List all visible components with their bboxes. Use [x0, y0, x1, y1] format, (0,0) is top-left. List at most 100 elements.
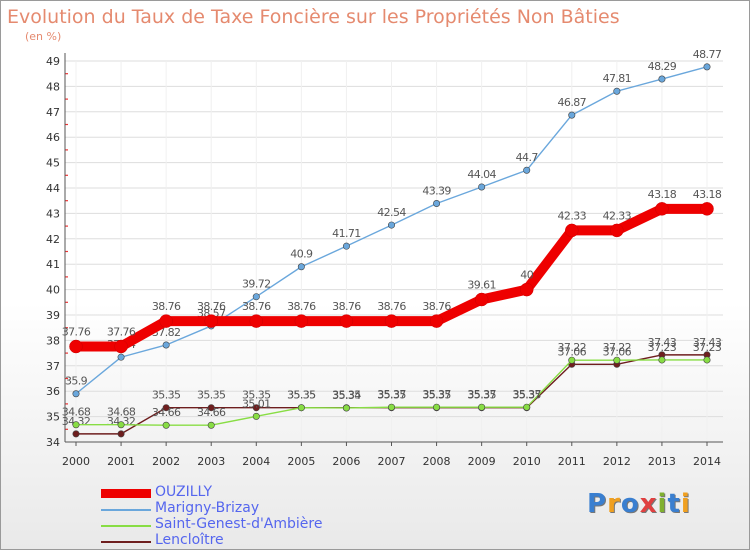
data-label: 35.35: [197, 389, 226, 402]
data-label: 48.77: [693, 48, 722, 61]
x-tick-label: 2012: [603, 455, 631, 468]
data-label: 35.35: [377, 389, 406, 402]
x-tick-label: 2006: [332, 455, 360, 468]
data-label: 37.76: [62, 325, 91, 338]
y-tick-label: 47: [46, 106, 60, 119]
data-point: [117, 421, 125, 429]
x-tick-label: 2008: [423, 455, 451, 468]
data-point: [252, 293, 260, 301]
logo-letter: i: [657, 489, 668, 519]
data-point: [342, 404, 350, 412]
data-point: [478, 403, 486, 411]
y-tick-label: 34: [46, 436, 60, 449]
data-point: [297, 263, 305, 271]
x-tick-label: 2007: [378, 455, 406, 468]
y-tick-label: 37: [46, 360, 60, 373]
data-label: 37.76: [107, 325, 136, 338]
data-label: 34.68: [62, 406, 91, 419]
data-point: [204, 314, 218, 328]
data-label: 43.39: [422, 184, 451, 197]
data-label: 37.06: [558, 345, 587, 358]
data-label: 42.33: [603, 209, 632, 222]
data-label: 38.76: [152, 300, 181, 313]
x-tick-label: 2009: [468, 455, 496, 468]
y-tick-label: 40: [46, 284, 60, 297]
data-point: [658, 356, 666, 364]
data-label: 37.43: [648, 336, 677, 349]
y-tick-label: 41: [46, 258, 60, 271]
data-label: 35.35: [467, 389, 496, 402]
logo-letter: P: [587, 489, 608, 519]
data-label: 35.35: [287, 389, 316, 402]
data-point: [162, 341, 170, 349]
x-tick-label: 2005: [287, 455, 315, 468]
data-label: 35.34: [332, 389, 361, 402]
y-tick-label: 36: [46, 385, 60, 398]
data-point: [294, 314, 309, 328]
data-point: [117, 430, 125, 438]
data-label: 34.66: [197, 406, 226, 419]
data-label: 34.66: [152, 406, 181, 419]
data-label: 40.9: [290, 248, 313, 261]
y-tick-label: 46: [46, 131, 60, 144]
data-point: [297, 404, 305, 412]
proxiti-logo: Proxiti: [587, 489, 691, 519]
data-label: 35.37: [512, 388, 541, 401]
x-tick-label: 2010: [513, 455, 541, 468]
data-label: 35.35: [422, 389, 451, 402]
data-point: [162, 404, 170, 412]
data-label: 40: [520, 269, 533, 282]
legend-label: Lencloître: [155, 532, 224, 548]
data-point: [387, 221, 395, 229]
data-label: 38.76: [332, 300, 361, 313]
data-point: [568, 111, 576, 119]
data-point: [523, 403, 531, 411]
logo-letter: x: [639, 489, 658, 519]
data-label: 47.81: [603, 72, 632, 85]
legend-swatch: [101, 489, 151, 498]
x-tick-label: 2002: [152, 455, 180, 468]
data-point: [703, 63, 711, 71]
y-tick-label: 35: [46, 411, 60, 424]
x-tick-label: 2013: [648, 455, 676, 468]
data-point: [519, 282, 534, 297]
data-point: [703, 356, 711, 364]
data-point: [655, 202, 669, 216]
legend-swatch: [101, 541, 151, 543]
data-point: [478, 183, 486, 191]
legend-label: OUZILLY: [155, 484, 213, 500]
data-label: 35.37: [467, 388, 496, 401]
logo-letter: o: [620, 489, 640, 519]
series-ouzilly: 37.76 37.76 38.76 38.76 38.76 38.76 38.76 38.76…: [62, 188, 722, 354]
logo-letter: t: [667, 489, 681, 519]
y-tick-label: 43: [46, 207, 60, 220]
data-point: [252, 404, 260, 412]
x-tick-label: 2004: [242, 455, 270, 468]
logo-letter: i: [680, 489, 691, 519]
data-label: 38.76: [242, 300, 271, 313]
legend-swatch: [101, 509, 151, 511]
legend-label: Saint-Genest-d'Ambière: [155, 516, 323, 532]
data-label: 37.43: [693, 336, 722, 349]
data-point: [433, 403, 441, 411]
data-point: [69, 339, 83, 354]
data-point: [474, 292, 489, 307]
data-label: 35.37: [422, 388, 451, 401]
y-tick-label: 48: [46, 80, 60, 93]
data-point: [342, 242, 350, 250]
data-point: [429, 314, 444, 328]
chart-title: Evolution du Taux de Taxe Foncière sur l…: [7, 6, 620, 28]
data-point: [610, 223, 624, 238]
y-tick-label: 38: [46, 334, 60, 347]
data-label: 37.23: [693, 341, 722, 354]
data-label: 44.7: [516, 151, 539, 164]
data-label: 35.35: [332, 389, 361, 402]
data-label: 37.22: [603, 341, 632, 354]
unit-label: (en %): [25, 30, 62, 43]
data-label: 35.35: [242, 389, 271, 402]
data-point: [252, 412, 260, 420]
data-point: [339, 314, 354, 328]
